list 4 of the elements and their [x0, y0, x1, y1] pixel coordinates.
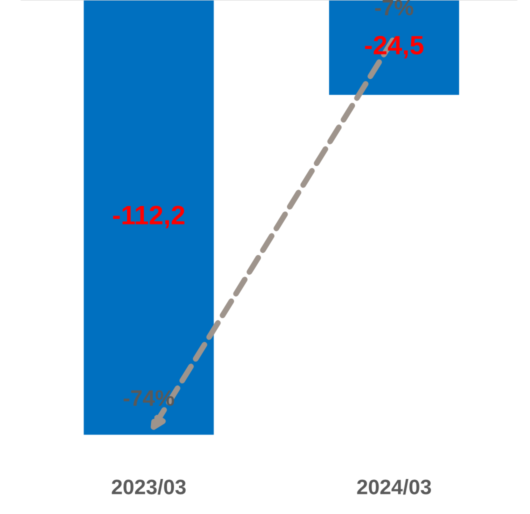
data-label: -112,2 [113, 206, 184, 228]
x-tick-label: 2024/03 [357, 479, 431, 495]
x-tick-label: 2023/03 [112, 479, 186, 495]
annotation: -7% [375, 0, 414, 16]
